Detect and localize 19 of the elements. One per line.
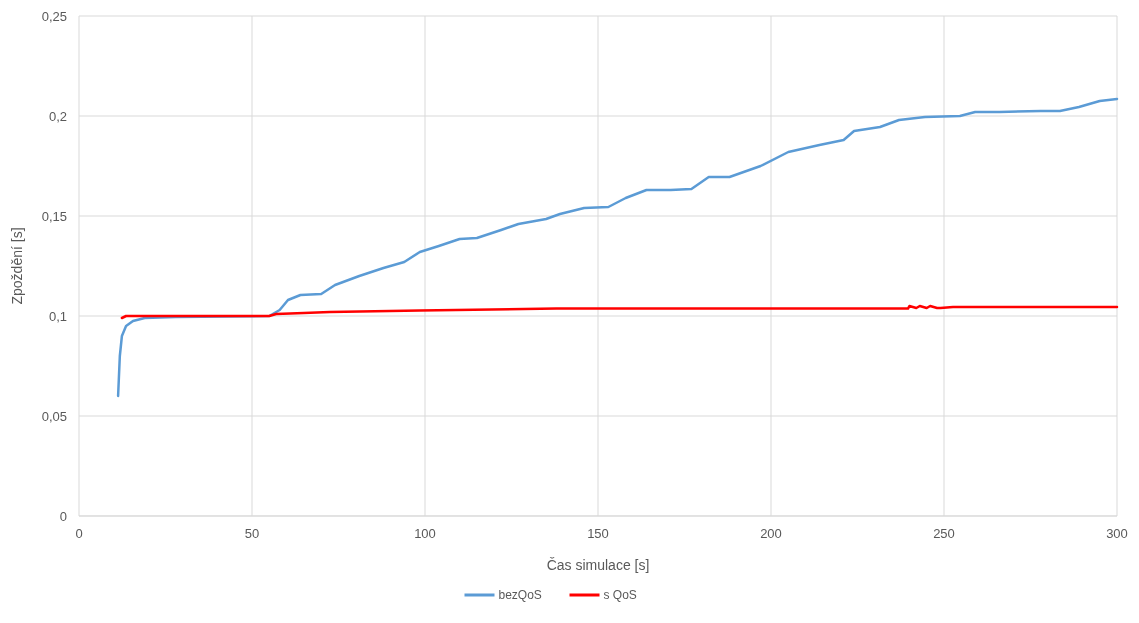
y-tick-label: 0,1	[48, 308, 67, 324]
x-tick-label: 50	[244, 526, 260, 541]
x-tick-label: 150	[587, 526, 609, 541]
y-tick-label: 0,25	[41, 8, 67, 24]
y-tick-label: 0,15	[41, 208, 67, 224]
x-tick-label: 200	[760, 526, 782, 541]
legend-label: bezQoS	[498, 588, 542, 603]
y-tick-label: 0	[59, 508, 67, 524]
x-axis-title: Čas simulace [s]	[546, 557, 650, 573]
x-tick-label: 100	[414, 526, 436, 541]
x-tick-label: 300	[1106, 526, 1128, 541]
line-series	[120, 304, 1119, 320]
y-tick-label: 0,05	[41, 408, 67, 424]
y-tick-label: 0,2	[48, 108, 67, 124]
x-tick-label: 0	[75, 526, 83, 541]
legend-label: s QoS	[603, 588, 637, 603]
line-series	[116, 97, 1119, 398]
y-axis-title: Zpoždění [s]	[9, 227, 25, 305]
x-tick-label: 250	[933, 526, 955, 541]
